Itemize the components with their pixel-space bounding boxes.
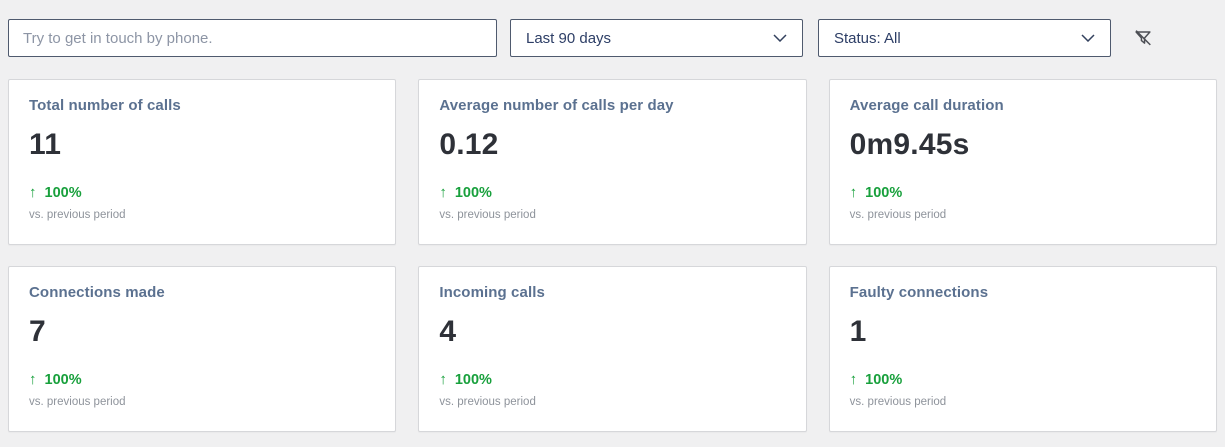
stat-card-avg-calls-per-day: Average number of calls per day 0.12 ↑ 1… [418,79,807,245]
trend-indicator: ↑ 100% [29,372,375,388]
card-value: 0m9.45s [849,128,970,161]
date-range-value: Last 90 days [526,29,612,47]
trend-indicator: ↑ 100% [439,185,785,201]
card-value: 1 [849,315,867,348]
trend-value: 100% [865,371,903,388]
comparison-label: vs. previous period [439,395,536,408]
chevron-down-icon [773,34,787,42]
trend-value: 100% [454,184,492,201]
comparison-label: vs. previous period [439,208,536,221]
status-value: Status: All [834,29,901,47]
card-title: Total number of calls [29,97,181,114]
card-title: Connections made [29,284,165,301]
trend-value: 100% [44,371,82,388]
trend-up-arrow-icon: ↑ [849,184,858,201]
trend-indicator: ↑ 100% [850,185,1196,201]
comparison-label: vs. previous period [29,208,126,221]
stat-card-avg-call-duration: Average call duration 0m9.45s ↑ 100% vs.… [828,79,1217,245]
trend-value: 100% [454,371,492,388]
filter-bar: Last 90 days Status: All [0,0,1225,57]
card-title: Average number of calls per day [439,97,674,114]
card-title: Average call duration [849,97,1004,114]
stat-card-faulty-connections: Faulty connections 1 ↑ 100% vs. previous… [828,266,1217,432]
stat-card-connections-made: Connections made 7 ↑ 100% vs. previous p… [8,266,397,432]
status-dropdown[interactable]: Status: All [818,19,1111,57]
card-value: 4 [439,315,457,348]
date-range-dropdown[interactable]: Last 90 days [510,19,803,57]
card-value: 7 [29,315,46,348]
card-title: Faulty connections [849,284,989,301]
trend-indicator: ↑ 100% [439,372,785,388]
card-title: Incoming calls [439,284,545,301]
card-value: 11 [29,128,62,161]
trend-indicator: ↑ 100% [850,372,1196,388]
stat-card-total-calls: Total number of calls 11 ↑ 100% vs. prev… [8,79,397,245]
trend-up-arrow-icon: ↑ [29,184,37,201]
trend-indicator: ↑ 100% [29,185,375,201]
trend-value: 100% [865,184,903,201]
trend-up-arrow-icon: ↑ [849,371,858,388]
comparison-label: vs. previous period [29,395,126,408]
clear-filters-button[interactable] [1130,25,1156,51]
chevron-down-icon [1081,34,1095,42]
trend-up-arrow-icon: ↑ [439,371,447,388]
trend-up-arrow-icon: ↑ [439,184,447,201]
stats-grid: Total number of calls 11 ↑ 100% vs. prev… [8,79,1217,432]
comparison-label: vs. previous period [849,395,947,408]
trend-value: 100% [44,184,82,201]
trend-up-arrow-icon: ↑ [29,371,37,388]
filter-off-icon [1132,27,1154,49]
search-input[interactable] [8,19,497,57]
stat-card-incoming-calls: Incoming calls 4 ↑ 100% vs. previous per… [418,266,807,432]
comparison-label: vs. previous period [849,208,947,221]
card-value: 0.12 [439,128,499,161]
